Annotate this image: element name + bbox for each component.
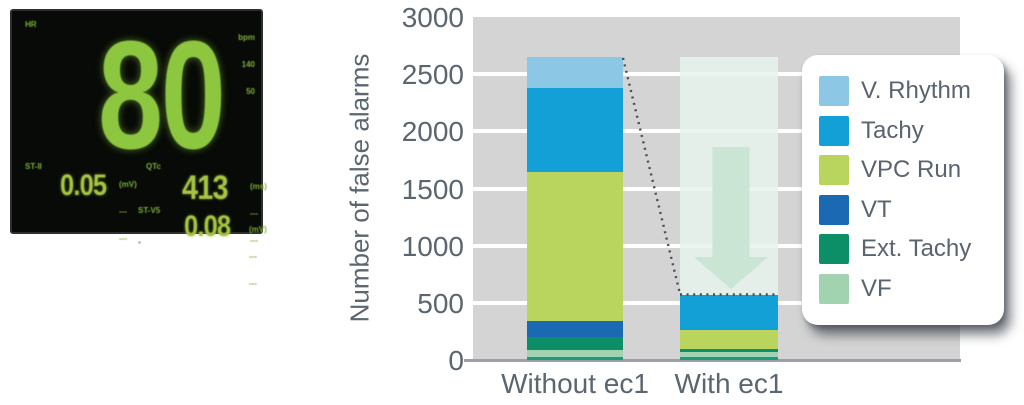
st2-label: ST-V5: [138, 206, 161, 215]
bar-segment-vpc-run: [527, 171, 623, 322]
y-tick-label: 3000: [401, 2, 464, 33]
limit-dashes: ---: [249, 252, 257, 261]
st2-unit: (mV): [249, 225, 267, 234]
x-axis-line: [464, 359, 961, 362]
st1-unit-block: (mV) --- ---: [119, 162, 137, 261]
limit-dashes: ---: [250, 236, 258, 245]
bar-segment-vpc-run: [680, 330, 778, 350]
bar-segment-ext-tachy: [680, 349, 778, 352]
bar-segment-tachy: [680, 294, 778, 331]
y-tick-label: 500: [417, 287, 464, 319]
limit-dashes: ---: [119, 207, 127, 216]
st1-unit: (mV): [119, 180, 137, 189]
legend-label: V. Rhythm: [861, 77, 971, 105]
legend-swatch: [819, 273, 849, 304]
legend-item-ext-tachy: Ext. Tachy: [819, 234, 1004, 265]
st2-unit-block: (mV) --- ---: [249, 207, 267, 306]
x-category-label: With ec1: [674, 368, 784, 399]
y-tick-label: 1500: [401, 173, 464, 205]
hr-low-limit: 50: [246, 87, 255, 96]
y-tick-label: 0: [448, 345, 464, 376]
st1-label: ST-II: [25, 162, 42, 171]
qtc-value: 413: [182, 169, 229, 207]
legend-item-v-rhythm: V. Rhythm: [819, 76, 1004, 107]
bar-segment-vt: [527, 321, 623, 338]
st2-value: 0.08: [184, 210, 231, 243]
y-tick-label: 1000: [401, 230, 464, 262]
legend-label: VT: [861, 195, 892, 223]
bar-bottom-edge: [527, 357, 623, 360]
qtc-unit-block: (ms) --- ---: [250, 164, 267, 263]
st1-value: 0.05: [60, 169, 107, 202]
hr-unit: bpm: [238, 33, 255, 42]
hr-value: 80: [98, 9, 226, 181]
hr-alarm-limits: bpm 140 50: [238, 15, 255, 114]
bar-segment-vf: [680, 351, 778, 360]
legend: V. Rhythm Tachy VPC Run VT Ext. Tachy VF: [802, 55, 1004, 325]
legend-label: Tachy: [861, 116, 924, 144]
limit-dashes: ---: [249, 279, 257, 288]
ghost-reduction-area: [680, 57, 778, 295]
limit-dashes: ---: [250, 209, 258, 218]
bar-segment-vf: [527, 349, 623, 360]
legend-item-vt: VT: [819, 194, 1004, 225]
bar-bottom-edge: [680, 357, 778, 360]
bar-segment-tachy: [527, 88, 623, 172]
legend-label: VPC Run: [861, 156, 962, 184]
x-category-label: Without ec1: [501, 368, 649, 399]
reduction-dashed-line: [621, 57, 682, 295]
legend-swatch: [819, 76, 849, 107]
qtc-unit: (ms): [250, 182, 267, 191]
qtc-label: QTc: [146, 162, 161, 171]
stray-dot: [138, 241, 141, 244]
legend-item-vf: VF: [819, 273, 1004, 304]
patient-monitor-photo: HR bpm 140 50 80 ST-II 0.05 (mV) --- ---…: [10, 9, 267, 288]
legend-item-tachy: Tachy: [819, 115, 1004, 146]
hr-high-limit: 140: [241, 60, 255, 69]
legend-label: Ext. Tachy: [861, 235, 972, 263]
legend-swatch: [819, 194, 849, 225]
bar-segment-v-rhythm: [527, 57, 623, 89]
legend-label: VF: [861, 274, 892, 302]
legend-swatch: [819, 155, 849, 186]
limit-dashes: ---: [119, 234, 127, 243]
bar-segment-ext-tachy: [527, 337, 623, 350]
legend-swatch: [819, 234, 849, 265]
hr-label: HR: [25, 20, 37, 29]
legend-swatch: [819, 115, 849, 146]
y-tick-label: 2000: [401, 116, 464, 148]
legend-item-vpc-run: VPC Run: [819, 155, 1004, 186]
y-tick-label: 2500: [401, 59, 464, 91]
